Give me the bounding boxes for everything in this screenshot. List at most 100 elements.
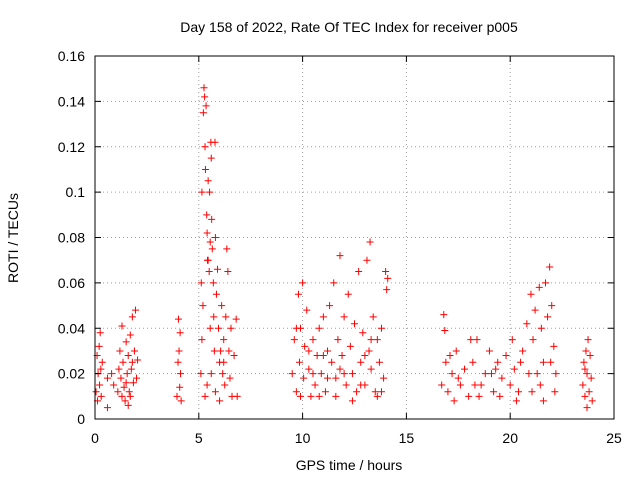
data-point — [197, 370, 205, 378]
data-point — [519, 347, 527, 355]
data-point — [128, 313, 136, 321]
data-point — [371, 388, 379, 396]
data-point — [346, 342, 354, 350]
data-point — [527, 290, 535, 298]
data-point — [198, 188, 206, 196]
data-point — [124, 401, 132, 409]
data-point — [96, 329, 104, 337]
data-point — [580, 358, 588, 366]
data-point — [201, 165, 209, 173]
data-point — [546, 263, 554, 271]
data-point — [490, 388, 498, 396]
data-point — [223, 245, 231, 253]
data-point — [201, 143, 209, 151]
data-point — [525, 370, 533, 378]
data-point — [176, 383, 184, 391]
data-point — [539, 358, 547, 366]
data-point — [342, 381, 350, 389]
data-point — [305, 365, 313, 373]
data-point — [115, 365, 123, 373]
data-point — [467, 336, 475, 344]
data-point — [211, 138, 219, 146]
data-point — [292, 388, 300, 396]
data-point — [221, 381, 229, 389]
data-point — [220, 358, 228, 366]
data-point — [353, 388, 361, 396]
data-point — [206, 188, 214, 196]
data-point — [373, 336, 381, 344]
data-point — [319, 351, 327, 359]
data-point — [528, 388, 536, 396]
data-point — [197, 279, 205, 287]
data-point — [317, 370, 325, 378]
data-point — [207, 154, 215, 162]
data-point — [485, 347, 493, 355]
data-point — [444, 388, 452, 396]
data-point — [544, 313, 552, 321]
data-point — [326, 302, 334, 310]
x-tick-label: 0 — [91, 430, 99, 446]
data-point — [211, 388, 219, 396]
data-point — [584, 336, 592, 344]
y-tick-label: 0.1 — [66, 184, 86, 200]
data-point — [222, 313, 230, 321]
data-point — [97, 392, 105, 400]
data-point — [442, 358, 450, 366]
data-point — [582, 347, 590, 355]
data-point — [361, 351, 369, 359]
data-point — [357, 358, 365, 366]
data-point — [96, 381, 104, 389]
data-point — [365, 347, 373, 355]
data-points — [92, 84, 596, 412]
data-point — [541, 279, 549, 287]
data-point — [303, 306, 311, 314]
data-point — [116, 347, 124, 355]
data-point — [174, 315, 182, 323]
data-point — [126, 331, 134, 339]
y-tick-label: 0.12 — [58, 139, 85, 155]
data-point — [218, 302, 226, 310]
x-tick-label: 10 — [295, 430, 311, 446]
data-point — [438, 381, 446, 389]
grid-lines — [95, 56, 614, 419]
data-point — [208, 215, 216, 223]
data-point — [103, 374, 111, 382]
data-point — [535, 283, 543, 291]
data-point — [581, 392, 589, 400]
data-point — [461, 365, 469, 373]
data-point — [204, 177, 212, 185]
data-point — [440, 311, 448, 319]
data-point — [380, 374, 388, 382]
data-point — [536, 381, 544, 389]
data-point — [175, 347, 183, 355]
y-tick-label: 0.14 — [58, 93, 85, 109]
data-point — [585, 388, 593, 396]
data-point — [199, 109, 207, 117]
data-point — [547, 358, 555, 366]
data-point — [295, 358, 303, 366]
data-point — [98, 358, 106, 366]
x-tick-label: 15 — [399, 430, 415, 446]
data-point — [448, 370, 456, 378]
data-point — [225, 347, 233, 355]
data-point — [290, 336, 298, 344]
data-point — [512, 397, 520, 405]
data-point — [127, 365, 135, 373]
data-point — [465, 392, 473, 400]
data-point — [210, 313, 218, 321]
data-point — [219, 370, 227, 378]
x-tick-label: 20 — [502, 430, 518, 446]
data-point — [336, 252, 344, 260]
data-point — [377, 388, 385, 396]
y-tick-label: 0.08 — [58, 230, 85, 246]
data-point — [498, 374, 506, 382]
data-point — [321, 388, 329, 396]
y-axis-label: ROTI / TECUs — [5, 193, 21, 283]
data-point — [118, 392, 126, 400]
data-point — [226, 374, 234, 382]
data-point — [126, 392, 134, 400]
data-point — [206, 324, 214, 332]
data-point — [119, 358, 127, 366]
data-point — [207, 370, 215, 378]
